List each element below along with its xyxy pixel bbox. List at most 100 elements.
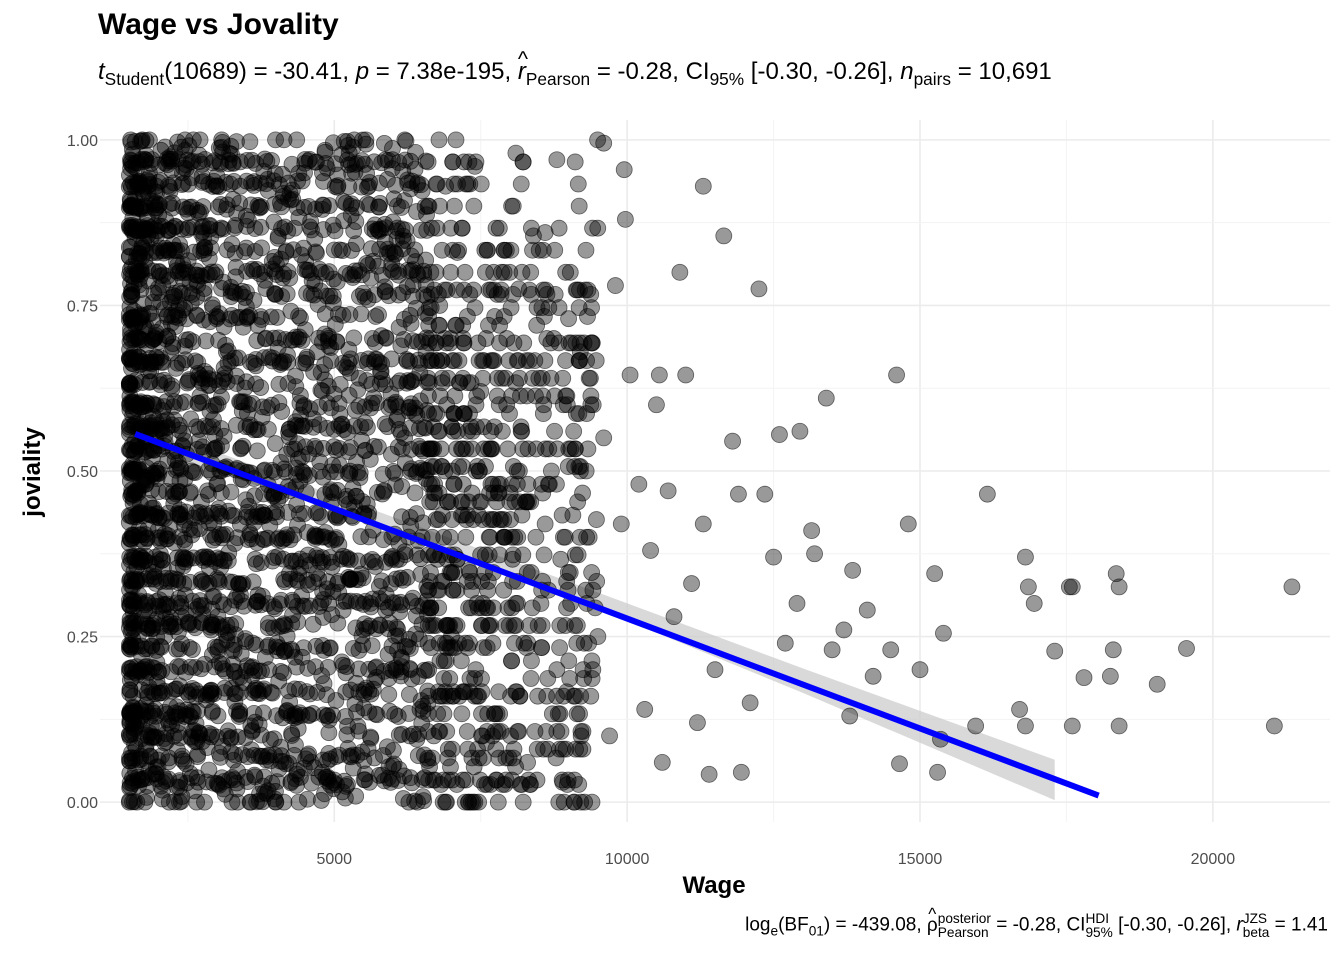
data-point [425,727,443,745]
data-point [447,131,465,149]
data-point [453,219,471,237]
data-point [477,330,495,347]
data-point [1148,675,1166,693]
data-point [724,432,741,450]
data-point [312,594,330,612]
data-point [577,581,595,599]
data-point [365,438,383,455]
data-point [424,771,442,789]
data-point [423,352,441,370]
data-point [386,246,404,264]
data-point [228,588,246,606]
data-point [520,771,537,789]
data-point [121,530,139,548]
data-point [569,175,587,193]
data-point [476,776,493,793]
data-point [367,658,385,676]
data-point [225,751,243,769]
data-point [642,542,659,559]
data-point [387,594,405,612]
data-point [221,175,239,193]
data-point [437,177,454,195]
data-point [173,164,191,182]
data-point [150,483,168,501]
data-point [520,617,538,634]
data-point [166,287,184,305]
data-point [492,723,510,740]
chart-title: Wage vs Jovality [98,8,339,41]
data-point [615,161,633,179]
data-point [935,624,952,642]
data-point [155,398,173,415]
data-point [209,549,226,567]
data-point [554,773,572,791]
data-point [179,263,197,281]
data-point [339,740,357,757]
data-point [489,475,507,493]
ci-band-layer [135,421,1055,801]
data-point [252,218,270,236]
data-point [448,440,466,458]
data-point [477,458,494,475]
data-point [579,308,596,325]
data-point [205,441,222,459]
data-point [335,212,353,230]
data-point [238,152,256,169]
data-point [357,135,375,153]
data-point [121,777,139,795]
data-point [329,614,347,632]
data-point [141,350,159,367]
data-point [206,371,224,389]
data-point [515,634,533,652]
data-point [504,550,521,568]
data-point [442,758,459,776]
data-point [367,659,384,677]
data-point [448,776,466,793]
data-point [350,262,368,280]
data-point [245,173,263,191]
data-point [319,658,337,676]
data-point [529,687,547,705]
data-point [200,486,217,503]
data-point [387,627,404,645]
data-point [546,422,563,440]
data-point [551,639,569,657]
data-point [125,725,143,742]
data-point [159,328,177,345]
data-point [218,196,236,214]
data-point [844,561,862,579]
y-tick-label: 1.00 [67,133,98,150]
data-point [419,581,437,599]
data-point [402,373,420,391]
caption-r-scripts: JZS beta [1243,912,1270,939]
data-point [523,599,541,617]
data-point [465,197,483,215]
data-point [212,420,230,437]
subtitle-stat-symbol: t [98,58,105,85]
data-point [330,395,348,412]
data-point [561,263,579,281]
data-point [478,241,496,259]
data-point [259,614,277,632]
data-point [323,606,341,624]
data-point [327,692,345,709]
subtitle-n-value: = 10,691 [957,58,1052,85]
data-point [542,369,560,387]
subtitle-r-symbol: r [518,46,526,86]
data-point [888,366,905,384]
data-point [621,366,639,384]
data-point [319,377,337,395]
data-point [1283,578,1301,596]
data-point [502,511,519,528]
data-point [122,275,139,293]
data-point [595,134,613,152]
caption-rho-subscript: Pearson [937,924,989,940]
data-point [577,462,595,480]
data-point [268,531,286,548]
data-point [200,514,218,532]
data-point [290,307,308,325]
data-point [342,439,359,457]
data-point [218,241,236,259]
data-point [178,683,196,701]
data-point [363,551,381,568]
